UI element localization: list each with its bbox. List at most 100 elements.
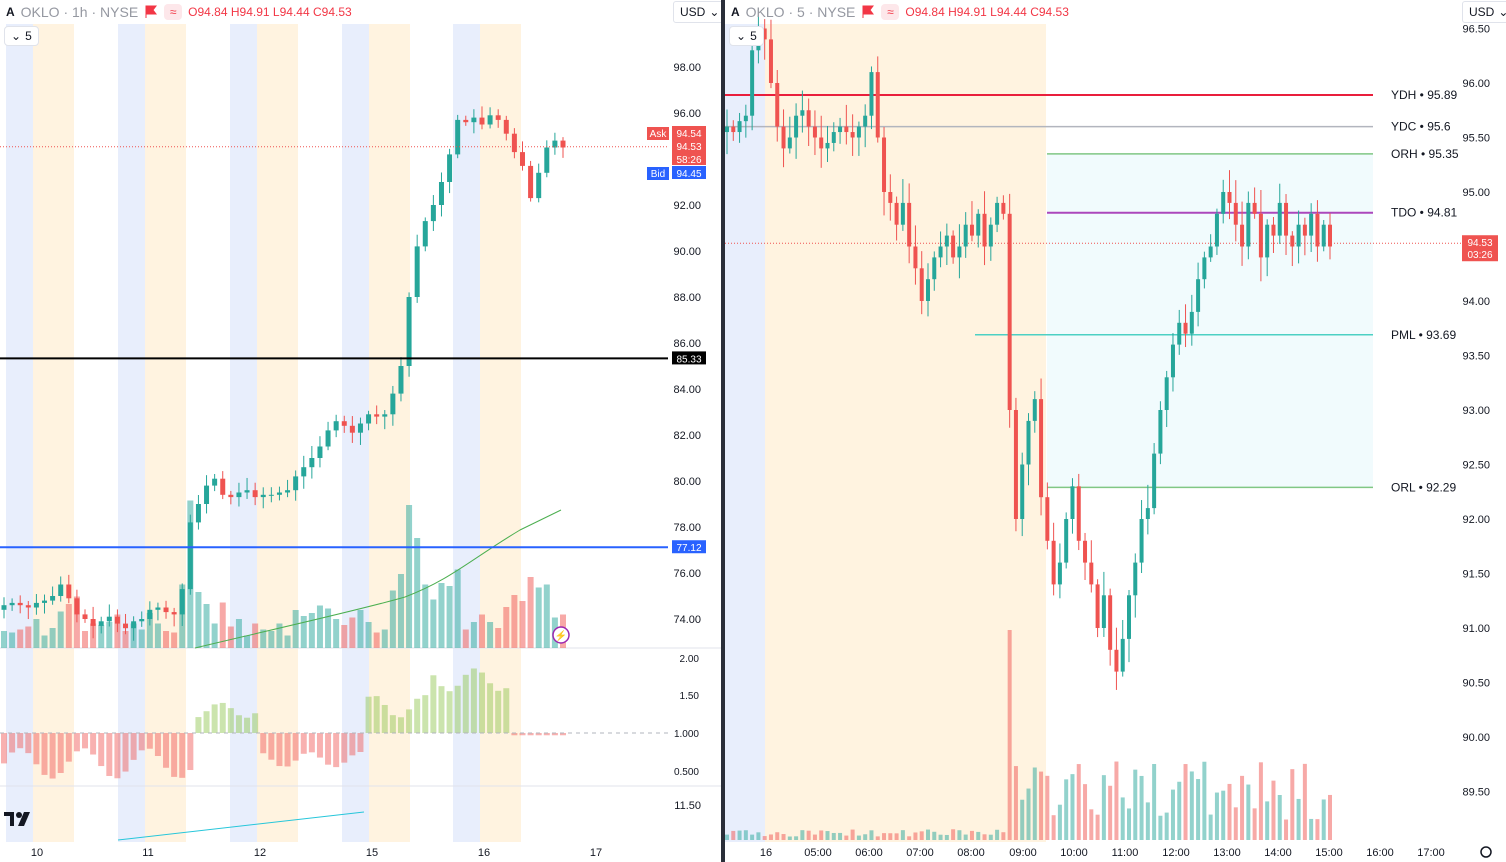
candle-body — [1290, 235, 1295, 247]
volume-bar — [1070, 774, 1075, 840]
volume-ma-line — [194, 509, 562, 649]
right-chart-pane[interactable]: YDH • 95.89 YDC • 95.6 ORH • 95.35 TDO • 94… — [725, 0, 1506, 862]
currency-label: USD — [680, 5, 706, 19]
currency-dropdown[interactable]: USD ⌄ — [673, 1, 721, 23]
left-chart-canvas[interactable]: ⚡98.0096.0094.0092.0090.0088.0086.0084.0… — [0, 0, 721, 862]
bid-price-tag-bg — [672, 166, 706, 179]
chevron-down-icon: ⌄ — [736, 29, 747, 43]
volume-bar — [341, 625, 348, 648]
indicator-bar — [373, 696, 380, 733]
candle-body — [123, 623, 129, 629]
session-band — [230, 24, 257, 842]
volume-bar — [775, 832, 780, 840]
ask-price-tag: 94.54 — [676, 129, 701, 140]
candle-body — [1196, 279, 1201, 312]
candle-body — [932, 257, 937, 280]
candle-body — [1277, 202, 1282, 236]
session-band — [369, 24, 410, 842]
volume-bar — [106, 622, 113, 648]
candle-body — [951, 235, 956, 258]
candle-body — [552, 140, 558, 148]
flag-icon[interactable] — [861, 5, 875, 19]
candle-body — [743, 115, 748, 122]
indicator-bar — [454, 685, 461, 733]
candle-body — [1315, 213, 1320, 247]
volume-bar — [1221, 790, 1226, 840]
price-axis-tick: 93.50 — [1462, 351, 1490, 363]
indicator-bar — [9, 733, 16, 753]
right-chart-title[interactable]: OKLO · 5 · NYSE — [745, 4, 856, 20]
candle-body — [1170, 344, 1175, 378]
candle-body — [1252, 202, 1257, 214]
candle-body — [750, 50, 755, 116]
session-band — [145, 24, 186, 842]
wave-icon[interactable]: ≈ — [881, 4, 900, 20]
volume-bar — [325, 608, 332, 648]
level-label: TDO • 94.81 — [1391, 206, 1458, 220]
volume-bar — [812, 834, 817, 840]
candle-body — [1177, 322, 1182, 345]
candle-body — [1076, 486, 1081, 541]
price-axis-tick: 78.00 — [673, 522, 701, 534]
pane-divider[interactable] — [721, 0, 725, 862]
tradingview-logo-icon[interactable] — [4, 808, 36, 828]
candle-body — [1152, 453, 1157, 509]
flag-icon[interactable] — [144, 5, 158, 19]
candle-body — [163, 607, 169, 613]
indicator-bar — [325, 733, 332, 765]
volume-bar — [211, 623, 218, 648]
candle-body — [995, 202, 1000, 225]
interval-picker-button[interactable]: ⌄ 5 — [729, 26, 764, 46]
volume-bar — [1196, 779, 1201, 840]
volume-bar — [1177, 781, 1182, 840]
price-axis-tick: 92.00 — [673, 200, 701, 212]
wave-icon[interactable]: ≈ — [164, 4, 183, 20]
right-chart-canvas[interactable]: YDH • 95.89 YDC • 95.6 ORH • 95.35 TDO • 94… — [725, 0, 1506, 862]
candle-body — [268, 494, 274, 496]
indicator-bar — [365, 696, 372, 733]
volume-bar — [944, 834, 949, 840]
price-axis-tick: 98.00 — [673, 62, 701, 74]
session-band-pre — [765, 24, 1046, 842]
lower-axis-tick: 11.50 — [674, 800, 701, 812]
volume-bar — [1114, 761, 1119, 840]
volume-bar — [357, 610, 364, 648]
session-band — [257, 24, 298, 842]
indicator-bar — [308, 733, 315, 753]
volume-bar — [495, 628, 502, 648]
price-axis-tick: 90.00 — [1462, 732, 1490, 744]
volume-bar — [519, 601, 526, 648]
volume-bar — [982, 834, 987, 840]
left-chart-title[interactable]: OKLO · 1h · NYSE — [20, 4, 139, 20]
candle-body — [25, 605, 31, 608]
candle-body — [800, 110, 805, 116]
interval-picker-button[interactable]: ⌄ 5 — [4, 26, 39, 46]
volume-bar — [869, 830, 874, 840]
volume-bar — [252, 623, 259, 648]
volume-bar — [146, 613, 153, 648]
volume-bar — [1170, 789, 1175, 840]
volume-bar — [227, 626, 234, 648]
left-chart-pane[interactable]: ⚡98.0096.0094.0092.0090.0088.0086.0084.0… — [0, 0, 721, 862]
candle-body — [775, 83, 780, 127]
volume-bar — [187, 500, 194, 648]
candle-body — [382, 414, 388, 417]
indicator-bar — [406, 709, 413, 733]
candle-body — [244, 490, 250, 493]
candle-body — [357, 423, 363, 433]
candle-body — [560, 140, 566, 148]
date-axis-tick: 17 — [590, 847, 602, 859]
bid-label-bg — [647, 167, 669, 180]
volume-bar — [41, 635, 48, 648]
volume-bar — [1277, 795, 1282, 840]
volume-bar — [1233, 807, 1238, 840]
indicator-bar — [179, 733, 186, 778]
candle-body — [309, 458, 315, 468]
volume-bar — [49, 628, 56, 648]
currency-dropdown[interactable]: USD ⌄ — [1462, 1, 1506, 23]
lightning-icon-glyph: ⚡ — [555, 629, 567, 642]
price-axis-tick: 93.00 — [1462, 405, 1490, 417]
ask-price-tag-bg — [672, 126, 706, 139]
candle-body — [519, 152, 525, 166]
currency-label: USD — [1469, 5, 1495, 19]
